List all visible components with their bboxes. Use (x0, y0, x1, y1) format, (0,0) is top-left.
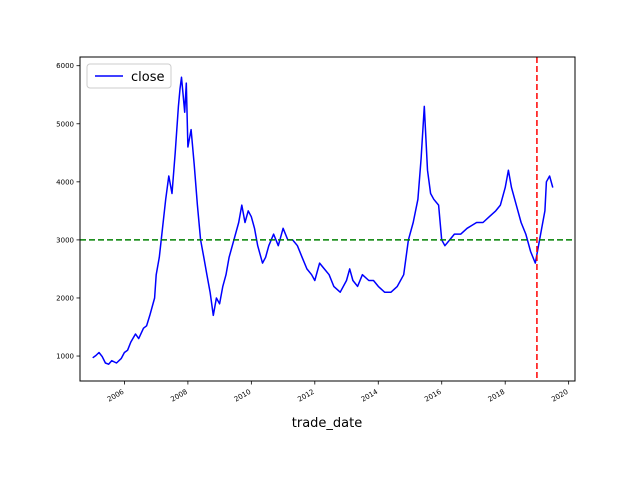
y-tick-label: 4000 (56, 178, 74, 186)
plot-frame (79, 56, 576, 382)
series-line-0 (92, 76, 554, 365)
y-tick-label: 3000 (56, 236, 74, 244)
x-axis-label: trade_date (292, 416, 362, 431)
y-tick-label: 5000 (56, 120, 74, 128)
y-tick-label: 6000 (56, 62, 74, 70)
legend-box (86, 63, 172, 89)
y-tick-label: 1000 (56, 353, 74, 361)
legend-label-0: close (131, 70, 164, 85)
y-tick-label: 2000 (56, 294, 74, 302)
